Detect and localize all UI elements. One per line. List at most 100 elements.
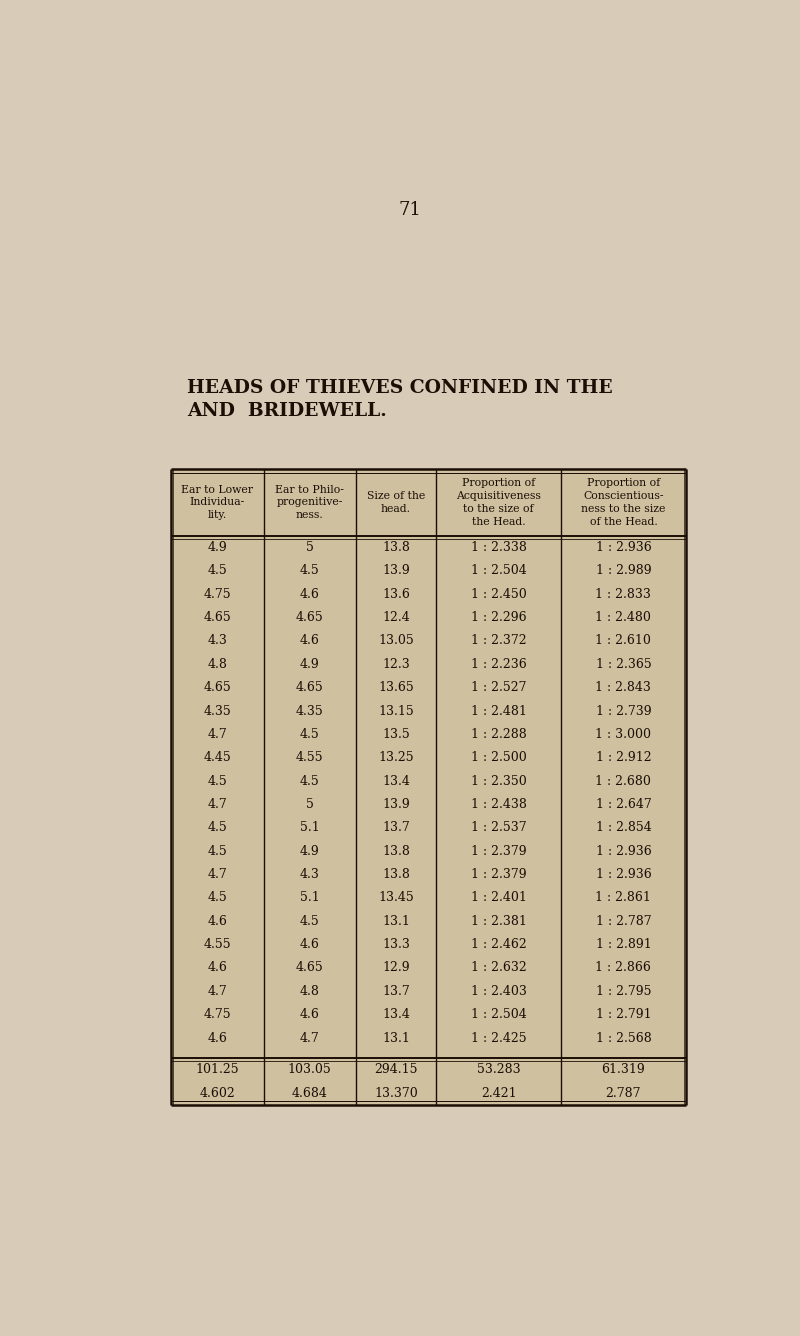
Text: 101.25: 101.25 [195,1063,239,1075]
Text: 1 : 2.450: 1 : 2.450 [470,588,526,601]
Text: 4.75: 4.75 [203,1009,231,1021]
Text: 1 : 2.438: 1 : 2.438 [470,798,526,811]
Text: 103.05: 103.05 [288,1063,331,1075]
Text: 4.684: 4.684 [292,1086,327,1100]
Text: 4.6: 4.6 [300,1009,319,1021]
Text: 4.7: 4.7 [207,868,227,880]
Text: 13.370: 13.370 [374,1086,418,1100]
Text: 1 : 2.504: 1 : 2.504 [470,564,526,577]
Text: 13.25: 13.25 [378,751,414,764]
Text: 13.4: 13.4 [382,775,410,788]
Text: 13.9: 13.9 [382,564,410,577]
Text: 1 : 2.288: 1 : 2.288 [470,728,526,741]
Text: HEADS OF THIEVES CONFINED IN THE: HEADS OF THIEVES CONFINED IN THE [187,379,613,397]
Text: Ear to Lower
Individua-
lity.: Ear to Lower Individua- lity. [182,485,254,520]
Text: 5.1: 5.1 [300,822,319,834]
Text: 13.4: 13.4 [382,1009,410,1021]
Text: 4.65: 4.65 [296,962,323,974]
Text: 294.15: 294.15 [374,1063,418,1075]
Text: Ear to Philo-
progenitive-
ness.: Ear to Philo- progenitive- ness. [275,485,344,520]
Text: 1 : 2.610: 1 : 2.610 [595,635,651,648]
Text: 1 : 2.861: 1 : 2.861 [595,891,651,904]
Text: 13.45: 13.45 [378,891,414,904]
Text: 4.6: 4.6 [207,915,227,927]
Text: 4.3: 4.3 [300,868,319,880]
Text: 4.5: 4.5 [300,728,319,741]
Text: 1 : 2.739: 1 : 2.739 [596,704,651,717]
Text: 4.6: 4.6 [207,1031,227,1045]
Text: 1 : 2.365: 1 : 2.365 [595,657,651,671]
Text: 4.5: 4.5 [300,564,319,577]
Text: 1 : 2.787: 1 : 2.787 [596,915,651,927]
Text: 1 : 2.350: 1 : 2.350 [470,775,526,788]
Text: 13.05: 13.05 [378,635,414,648]
Text: 4.65: 4.65 [296,681,323,695]
Text: 1 : 2.500: 1 : 2.500 [470,751,526,764]
Text: 1 : 2.504: 1 : 2.504 [470,1009,526,1021]
Text: 4.9: 4.9 [207,541,227,554]
Text: AND  BRIDEWELL.: AND BRIDEWELL. [187,402,386,420]
Text: 1 : 2.833: 1 : 2.833 [595,588,651,601]
Text: 1 : 2.791: 1 : 2.791 [596,1009,651,1021]
Text: 4.7: 4.7 [207,985,227,998]
Text: 1 : 2.425: 1 : 2.425 [470,1031,526,1045]
Text: 4.5: 4.5 [300,915,319,927]
Text: 5: 5 [306,541,314,554]
Text: 1 : 2.480: 1 : 2.480 [595,611,651,624]
Text: 1 : 2.481: 1 : 2.481 [470,704,526,717]
Text: 4.6: 4.6 [300,938,319,951]
Text: 1 : 2.936: 1 : 2.936 [595,868,651,880]
Text: 13.7: 13.7 [382,985,410,998]
Text: 4.5: 4.5 [207,822,227,834]
Text: 4.602: 4.602 [199,1086,235,1100]
Text: 13.1: 13.1 [382,1031,410,1045]
Text: 71: 71 [398,202,422,219]
Text: 4.65: 4.65 [296,611,323,624]
Text: 4.8: 4.8 [300,985,319,998]
Text: 4.5: 4.5 [207,564,227,577]
Text: 13.9: 13.9 [382,798,410,811]
Text: 4.45: 4.45 [203,751,231,764]
Text: 4.7: 4.7 [207,728,227,741]
Text: Proportion of
Acquisitiveness
to the size of
the Head.: Proportion of Acquisitiveness to the siz… [456,478,541,526]
Text: 1 : 2.891: 1 : 2.891 [595,938,651,951]
Text: 4.6: 4.6 [207,962,227,974]
Text: 13.65: 13.65 [378,681,414,695]
Text: 61.319: 61.319 [602,1063,646,1075]
Text: 1 : 2.936: 1 : 2.936 [595,541,651,554]
Text: 1 : 2.379: 1 : 2.379 [470,868,526,880]
Text: 1 : 2.381: 1 : 2.381 [470,915,526,927]
Text: 13.6: 13.6 [382,588,410,601]
Text: 1 : 2.236: 1 : 2.236 [470,657,526,671]
Text: 12.3: 12.3 [382,657,410,671]
Text: 12.4: 12.4 [382,611,410,624]
Text: 4.75: 4.75 [203,588,231,601]
Text: 4.5: 4.5 [207,775,227,788]
Text: 1 : 2.338: 1 : 2.338 [470,541,526,554]
Text: 1 : 2.568: 1 : 2.568 [595,1031,651,1045]
Text: 4.9: 4.9 [300,657,319,671]
Text: 1 : 2.462: 1 : 2.462 [470,938,526,951]
Text: 1 : 2.537: 1 : 2.537 [470,822,526,834]
Text: 4.65: 4.65 [203,611,231,624]
Text: 1 : 2.912: 1 : 2.912 [596,751,651,764]
Text: 1 : 2.866: 1 : 2.866 [595,962,651,974]
Text: 13.7: 13.7 [382,822,410,834]
Text: 1 : 2.401: 1 : 2.401 [470,891,526,904]
Text: 13.8: 13.8 [382,868,410,880]
Text: 13.8: 13.8 [382,844,410,858]
Text: 4.65: 4.65 [203,681,231,695]
Text: Proportion of
Conscientious-
ness to the size
of the Head.: Proportion of Conscientious- ness to the… [582,478,666,526]
Text: 4.7: 4.7 [207,798,227,811]
Text: 1 : 2.989: 1 : 2.989 [596,564,651,577]
Text: 2.421: 2.421 [481,1086,516,1100]
Text: 4.55: 4.55 [203,938,231,951]
Text: 4.5: 4.5 [207,891,227,904]
Text: 1 : 2.680: 1 : 2.680 [595,775,651,788]
Text: 1 : 2.843: 1 : 2.843 [595,681,651,695]
Text: 1 : 2.647: 1 : 2.647 [595,798,651,811]
Text: 1 : 2.372: 1 : 2.372 [470,635,526,648]
Text: 1 : 3.000: 1 : 3.000 [595,728,651,741]
Text: 4.7: 4.7 [300,1031,319,1045]
Text: 1 : 2.632: 1 : 2.632 [470,962,526,974]
